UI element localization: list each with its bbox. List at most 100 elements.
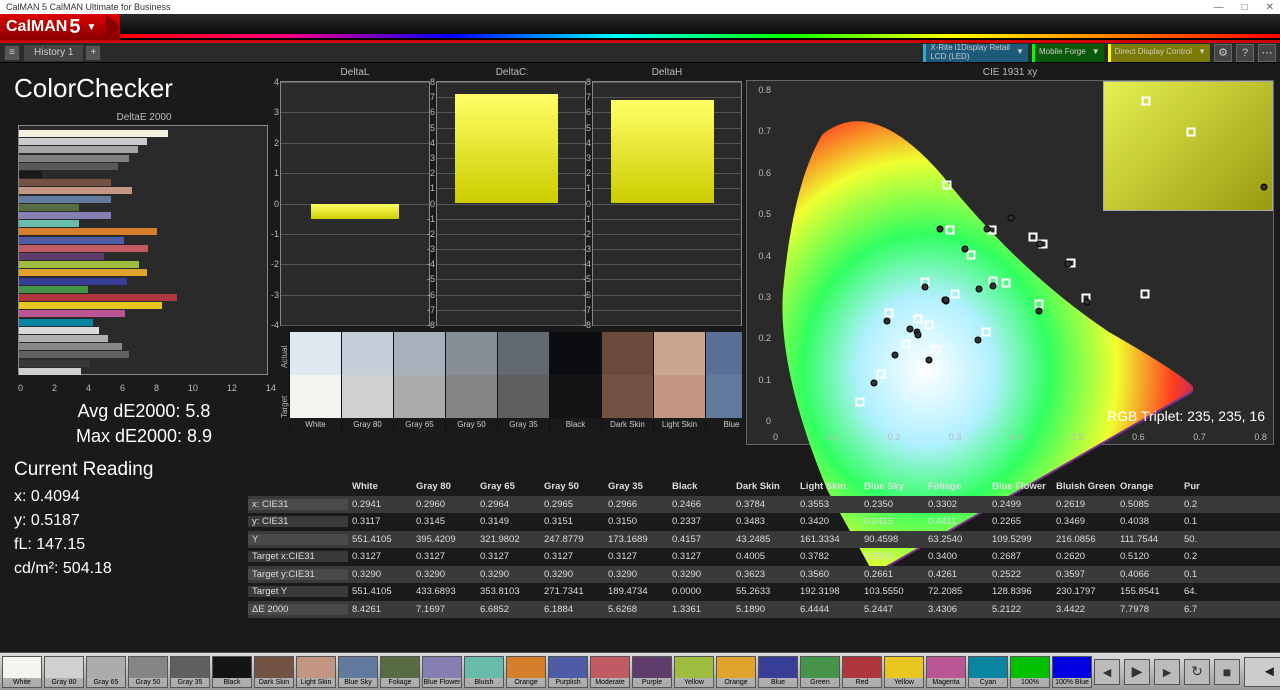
- bottom-swatch-cyan[interactable]: Cyan: [968, 656, 1008, 688]
- back-button[interactable]: ◄ Back: [1244, 657, 1280, 687]
- deltae-bar: [19, 319, 93, 326]
- bottom-swatch-green[interactable]: Green: [800, 656, 840, 688]
- repeat-icon[interactable]: ↻: [1184, 659, 1210, 685]
- bottom-swatch-100--green[interactable]: 100% Green: [1010, 656, 1050, 688]
- deltae-bar: [19, 138, 147, 145]
- swatch-strip[interactable]: Actual Target WhiteGray 80Gray 65Gray 50…: [280, 332, 742, 432]
- cie-measured: [1007, 214, 1014, 221]
- cie-measured: [870, 380, 877, 387]
- bottom-swatch-blue-flower[interactable]: Blue Flower: [422, 656, 462, 688]
- bottom-swatch-blue[interactable]: Blue: [758, 656, 798, 688]
- deltae-chart: 02468101214: [14, 125, 274, 393]
- deltae-bar: [19, 343, 122, 350]
- avg-de2000: Avg dE2000: 5.8: [14, 399, 274, 424]
- bottom-swatch-purple[interactable]: Purple: [632, 656, 672, 688]
- cie-target: [943, 181, 952, 190]
- bottom-swatch-gray-80[interactable]: Gray 80: [44, 656, 84, 688]
- rgb-triplet: RGB Triplet: 235, 235, 16: [1107, 408, 1265, 424]
- bottom-swatch-purplish-blue[interactable]: Purplish Blue: [548, 656, 588, 688]
- deltae-bar: [19, 155, 129, 162]
- maximize-icon[interactable]: □: [1242, 2, 1248, 13]
- bottom-swatch-black[interactable]: Black: [212, 656, 252, 688]
- swatch-dark-skin[interactable]: Dark Skin: [601, 332, 653, 432]
- bottom-swatch-orange[interactable]: Orange: [506, 656, 546, 688]
- deltae-bar: [19, 228, 157, 235]
- bottom-swatch-foliage[interactable]: Foliage: [380, 656, 420, 688]
- bottom-swatch-bluish-green[interactable]: Bluish Green: [464, 656, 504, 688]
- cie-measured: [937, 225, 944, 232]
- deltae-bar: [19, 302, 162, 309]
- tab-history[interactable]: History 1: [24, 45, 83, 61]
- logo-band: CalMAN5▼: [0, 14, 1280, 40]
- cie-target: [966, 251, 975, 260]
- deltae-bar: [19, 245, 148, 252]
- bottom-swatch-yellow-green[interactable]: Yellow Green: [674, 656, 714, 688]
- app-title: CalMAN 5 CalMAN Ultimate for Business: [6, 2, 171, 12]
- bottom-swatch-moderate-red[interactable]: Moderate Red: [590, 656, 630, 688]
- bottom-swatch-yellow[interactable]: Yellow: [884, 656, 924, 688]
- deltae-bar: [19, 278, 127, 285]
- main-toolbar: ≡ History 1 + X-Rite i1Display RetailLCD…: [0, 43, 1280, 63]
- data-table: WhiteGray 80Gray 65Gray 50Gray 35BlackDa…: [248, 478, 1280, 618]
- cie-measured: [974, 337, 981, 344]
- bottom-swatch-gray-65[interactable]: Gray 65: [86, 656, 126, 688]
- device-display-dropdown[interactable]: Direct Display Control: [1108, 44, 1210, 62]
- deltae-bar: [19, 360, 90, 367]
- deltae-bar: [19, 368, 81, 375]
- page-title: ColorChecker: [14, 73, 274, 104]
- next-icon[interactable]: ►: [1154, 659, 1180, 685]
- close-icon[interactable]: ✕: [1266, 2, 1274, 13]
- deltae-bar: [19, 237, 124, 244]
- swatch-gray-35[interactable]: Gray 35: [497, 332, 549, 432]
- bottom-swatch-gray-50[interactable]: Gray 50: [128, 656, 168, 688]
- add-tab-button[interactable]: +: [85, 45, 101, 61]
- cie-target: [946, 226, 955, 235]
- deltae-bar: [19, 294, 177, 301]
- menu-icon[interactable]: ≡: [4, 45, 20, 61]
- delta-c-chart: DeltaC876543210-1-2-3-4-5-6-7-8: [436, 67, 586, 326]
- bottom-swatch-100--blue[interactable]: 100% Blue: [1052, 656, 1092, 688]
- options-icon[interactable]: ⋯: [1258, 44, 1276, 62]
- stop-icon[interactable]: ■: [1214, 659, 1240, 685]
- swatch-white[interactable]: White: [289, 332, 341, 432]
- deltae-title: DeltaE 2000: [14, 112, 274, 123]
- cie-measured: [915, 332, 922, 339]
- deltae-bar: [19, 286, 88, 293]
- max-de2000: Max dE2000: 8.9: [14, 424, 274, 449]
- bottom-swatch-gray-35[interactable]: Gray 35: [170, 656, 210, 688]
- bottom-swatch-red[interactable]: Red: [842, 656, 882, 688]
- bottom-swatch-orange-yellow[interactable]: Orange Yellow: [716, 656, 756, 688]
- cie-measured: [922, 283, 929, 290]
- swatch-gray-65[interactable]: Gray 65: [393, 332, 445, 432]
- cie-measured: [961, 246, 968, 253]
- bottom-swatch-white[interactable]: White: [2, 656, 42, 688]
- cie-target: [914, 315, 923, 324]
- help-icon[interactable]: ?: [1236, 44, 1254, 62]
- minimize-icon[interactable]: —: [1214, 2, 1224, 13]
- swatch-blue[interactable]: Blue: [705, 332, 742, 432]
- cie-measured: [989, 283, 996, 290]
- prev-icon[interactable]: ◄: [1094, 659, 1120, 685]
- cie-target: [925, 320, 934, 329]
- cie-inset: [1103, 81, 1273, 211]
- device-source-dropdown[interactable]: Mobile Forge: [1032, 44, 1104, 62]
- deltae-bar: [19, 212, 111, 219]
- swatch-gray-80[interactable]: Gray 80: [341, 332, 393, 432]
- swatch-black[interactable]: Black: [549, 332, 601, 432]
- play-icon[interactable]: ▶: [1124, 659, 1150, 685]
- bottom-swatch-dark-skin[interactable]: Dark Skin: [254, 656, 294, 688]
- device-meter-dropdown[interactable]: X-Rite i1Display RetailLCD (LED): [923, 44, 1028, 62]
- bottom-swatch-magenta[interactable]: Magenta: [926, 656, 966, 688]
- cie-measured: [1065, 260, 1072, 267]
- deltae-bar: [19, 351, 129, 358]
- settings-icon[interactable]: ⚙: [1214, 44, 1232, 62]
- cie-measured: [883, 317, 890, 324]
- deltae-bar: [19, 327, 99, 334]
- bottom-swatch-light-skin[interactable]: Light Skin: [296, 656, 336, 688]
- bottom-swatch-blue-sky[interactable]: Blue Sky: [338, 656, 378, 688]
- swatch-light-skin[interactable]: Light Skin: [653, 332, 705, 432]
- deltae-bar: [19, 253, 104, 260]
- cie-target: [950, 290, 959, 299]
- swatch-gray-50[interactable]: Gray 50: [445, 332, 497, 432]
- deltae-bar: [19, 269, 147, 276]
